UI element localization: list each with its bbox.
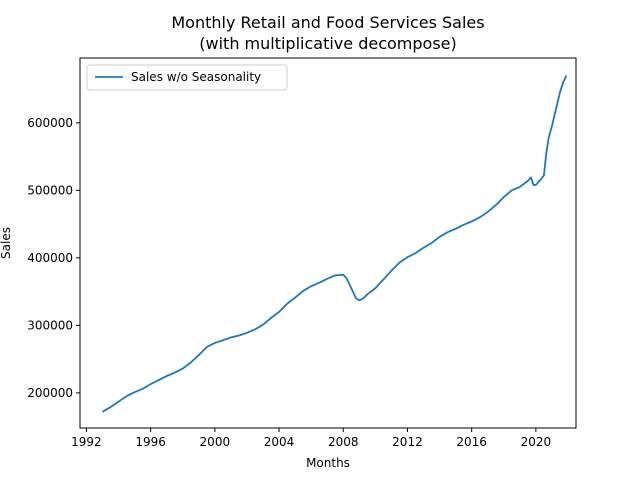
y-tick-label: 600000 <box>27 116 73 130</box>
x-tick-label: 2020 <box>521 435 552 449</box>
chart-title: Monthly Retail and Food Services Sales <box>171 13 484 32</box>
y-tick-label: 500000 <box>27 183 73 197</box>
x-tick-label: 1992 <box>71 435 102 449</box>
y-tick-label: 400000 <box>27 251 73 265</box>
x-axis-label: Months <box>306 456 350 470</box>
y-axis-ticks: 200000 300000 400000 500000 600000 <box>27 116 80 400</box>
x-tick-label: 1996 <box>135 435 166 449</box>
y-tick-label: 300000 <box>27 318 73 332</box>
legend-box <box>86 64 288 91</box>
x-axis-ticks: 1992 1996 2000 2004 2008 2012 2016 2020 <box>71 428 551 449</box>
series-line-sales-wo-seasonality <box>102 75 568 413</box>
x-tick-label: 2012 <box>392 435 423 449</box>
x-tick-label: 2008 <box>328 435 359 449</box>
legend: Sales w/o Seasonality <box>86 64 288 91</box>
legend-label: Sales w/o Seasonality <box>131 70 261 84</box>
y-axis-label: Sales <box>0 227 13 259</box>
chart-subtitle: (with multiplicative decompose) <box>199 34 456 53</box>
y-tick-label: 200000 <box>27 386 73 400</box>
x-tick-label: 2004 <box>264 435 295 449</box>
x-tick-label: 2000 <box>200 435 231 449</box>
plot-frame <box>79 57 577 429</box>
x-tick-label: 2016 <box>456 435 487 449</box>
